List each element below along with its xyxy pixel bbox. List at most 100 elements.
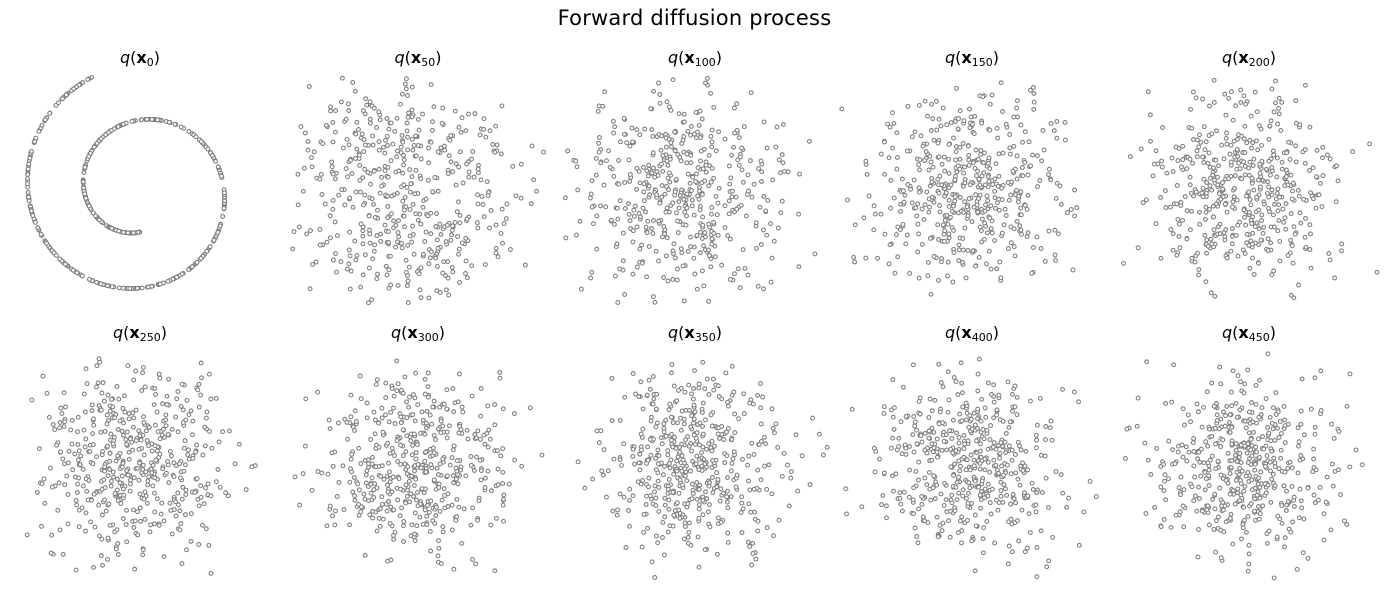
scatter-point [654,192,659,198]
scatter-point [956,242,962,248]
scatter-point [667,179,673,185]
scatter-point [665,278,671,284]
scatter-point [671,383,677,389]
scatter-point [967,467,973,473]
scatter-point [653,424,659,430]
scatter-point [1254,138,1259,144]
scatter-point [965,143,971,149]
scatter-point [177,461,183,467]
scatter-point [681,416,687,422]
scatter-point [404,399,409,405]
scatter-point [1208,290,1214,296]
scatter-point [1256,436,1261,442]
scatter-point [697,442,702,448]
scatter-point [652,575,658,580]
scatter-point [984,427,990,433]
scatter-point [708,264,714,270]
scatter-point [657,200,663,206]
scatter-point [435,188,441,194]
scatter-point [63,92,69,98]
scatter-point [83,510,89,516]
scatter-point [1330,483,1336,489]
scatter-point [1245,513,1251,519]
scatter-point [1228,464,1234,470]
scatter-point [659,133,665,139]
scatter-point [688,132,694,138]
scatter-point [940,384,946,390]
scatter-point [688,160,694,166]
scatter-point [386,460,391,466]
scatter-point [843,486,849,492]
scatter-panel-250 [24,356,258,576]
scatter-point [140,547,146,553]
scatter-point [57,420,63,425]
scatter-point [356,152,362,158]
scatter-point [1293,98,1299,104]
scatter-point [797,171,802,177]
scatter-point [144,438,150,443]
scatter-point [221,205,227,211]
scatter-point [297,502,303,508]
scatter-point [941,154,947,160]
scatter-point [493,245,499,251]
scatter-point [1022,549,1028,555]
scatter-point [1256,504,1261,509]
scatter-point [1245,568,1251,574]
scatter-point [927,396,933,402]
scatter-point [469,263,475,269]
scatter-point [500,469,506,475]
scatter-point [453,182,459,188]
title-x: x [684,323,695,342]
scatter-point [401,523,406,529]
scatter-point [987,166,993,172]
scatter-point [1228,248,1234,254]
scatter-point [1321,537,1327,543]
scatter-point [980,550,986,556]
scatter-point [420,251,426,257]
scatter-point [1047,425,1053,431]
scatter-point [1199,508,1205,514]
scatter-point [218,173,224,179]
scatter-point [466,169,472,175]
scatter-point [109,225,115,231]
scatter-point [949,492,955,498]
scatter-point [1049,437,1055,443]
scatter-point [768,279,774,285]
scatter-point [1359,462,1365,468]
scatter-point [118,501,124,506]
scatter-point [689,496,695,502]
scatter-point [1285,253,1291,258]
scatter-point [165,432,171,437]
scatter-point [1211,526,1217,532]
scatter-point [914,534,920,539]
scatter-point [1284,488,1289,494]
scatter-point [1212,425,1218,431]
scatter-point [941,438,947,444]
scatter-point [74,270,80,276]
scatter-point [961,183,966,189]
scatter-point [1313,467,1319,473]
scatter-point [674,500,680,506]
scatter-point [674,458,680,464]
scatter-point [449,227,455,233]
scatter-point [950,450,956,456]
scatter-point [398,486,403,492]
scatter-point [133,438,139,444]
scatter-panel-150 [839,80,1080,297]
scatter-point [696,385,702,391]
scatter-point [1312,375,1318,381]
scatter-point [1278,447,1284,453]
scatter-point [773,421,779,427]
scatter-point [499,206,505,212]
scatter-point [348,414,354,420]
scatter-point [1302,147,1308,153]
scatter-point [1248,202,1254,208]
scatter-point [756,166,761,172]
scatter-point [957,108,963,114]
scatter-point [651,165,656,171]
scatter-point [563,235,569,241]
scatter-point [89,408,95,414]
scatter-point [739,167,745,173]
scatter-point [932,496,938,502]
scatter-point [727,181,733,187]
